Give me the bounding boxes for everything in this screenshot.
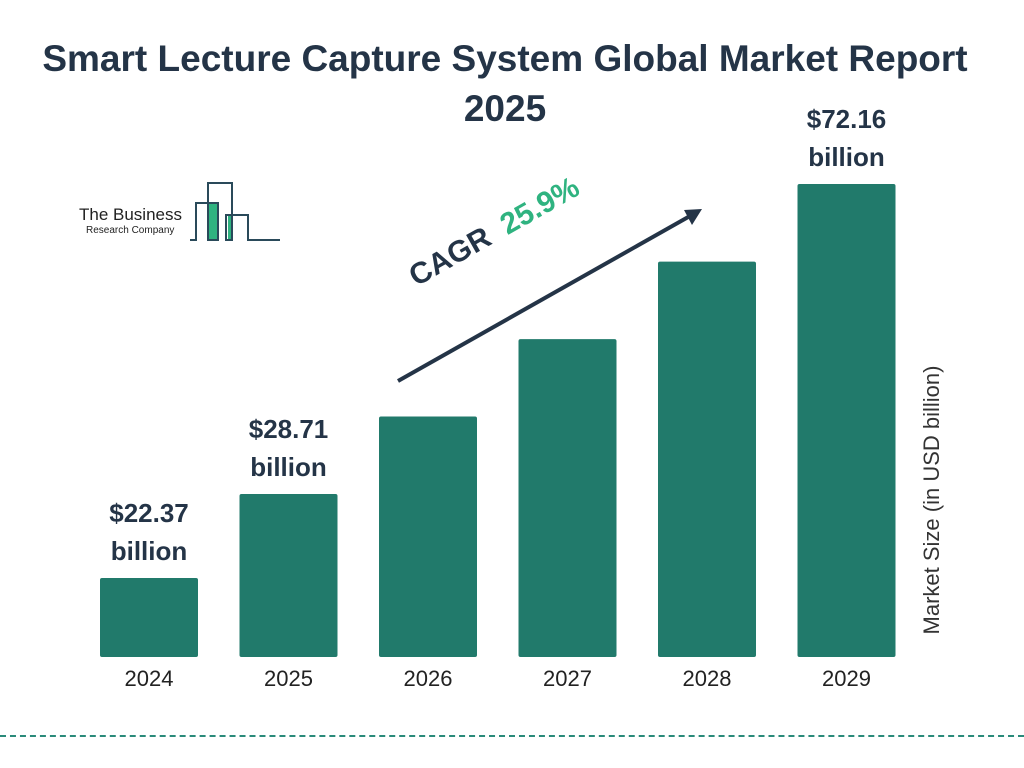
bar-2028 bbox=[658, 261, 756, 657]
logo-line1: The Business bbox=[79, 205, 182, 224]
data-label: $72.16 billion bbox=[806, 104, 887, 172]
x-tick-label: 2025 bbox=[264, 666, 313, 691]
data-label: $28.71 billion bbox=[248, 414, 329, 483]
logo-buildings-icon bbox=[190, 182, 280, 241]
x-tick-label: 2026 bbox=[403, 666, 453, 691]
bar-2025 bbox=[239, 494, 338, 657]
cagr-arrow-line bbox=[397, 214, 691, 383]
footer-divider bbox=[0, 735, 1024, 737]
y-axis-label: Market Size (in USD billion) bbox=[919, 365, 944, 635]
x-tick-label: 2027 bbox=[543, 666, 592, 691]
chart-title: Smart Lecture Capture System Global Mark… bbox=[42, 38, 968, 129]
x-tick-label: 2028 bbox=[682, 666, 732, 691]
x-tick-label: 2029 bbox=[822, 666, 871, 691]
logo-line2: Research Company bbox=[86, 225, 175, 236]
bar-2029 bbox=[797, 184, 896, 657]
cagr-arrow-head-icon bbox=[684, 209, 702, 225]
bar-2026 bbox=[379, 416, 477, 657]
bar-2024 bbox=[100, 578, 198, 657]
bar-2027 bbox=[518, 339, 617, 657]
data-label: $22.37 billion bbox=[109, 498, 189, 566]
x-tick-label: 2024 bbox=[124, 666, 174, 691]
